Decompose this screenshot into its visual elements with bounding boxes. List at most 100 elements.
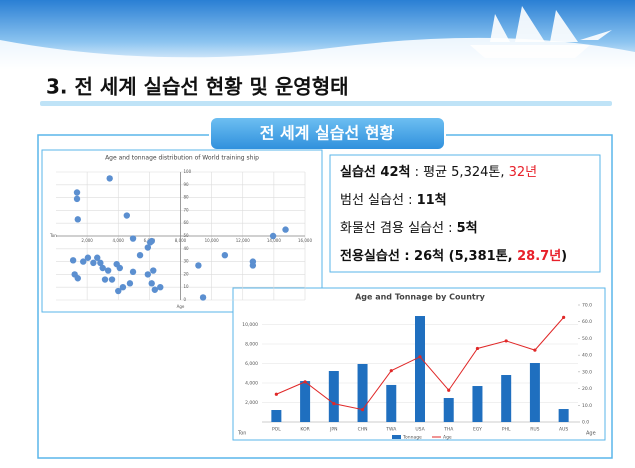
scatter-point bbox=[123, 212, 131, 219]
bar bbox=[386, 384, 397, 422]
x-tick-label: KOR bbox=[300, 427, 309, 433]
y-tick-label: 0 bbox=[184, 297, 187, 302]
scatter-point bbox=[115, 287, 122, 295]
x-tick-label: AUS bbox=[559, 427, 568, 433]
line-marker bbox=[533, 348, 537, 352]
scatter-point bbox=[129, 268, 137, 276]
scatter-point bbox=[101, 276, 109, 283]
scatter-point bbox=[73, 189, 81, 196]
y-tick-label: 10,000 bbox=[242, 322, 258, 328]
line-marker bbox=[389, 369, 393, 373]
header-banner bbox=[0, 0, 635, 70]
scatter-point bbox=[269, 232, 277, 240]
line-marker bbox=[360, 408, 365, 412]
bar bbox=[300, 381, 311, 422]
summary-panel bbox=[329, 154, 601, 273]
scatter-point bbox=[74, 216, 81, 223]
bar bbox=[501, 375, 512, 422]
scatter-point bbox=[116, 264, 124, 272]
line-marker bbox=[303, 380, 307, 384]
line-marker bbox=[332, 402, 336, 406]
summary-segment: 화물선 겸용 실습선 : bbox=[340, 221, 457, 236]
scatter-point bbox=[129, 235, 137, 242]
x-tick-label: 12,000 bbox=[236, 238, 250, 243]
scatter-point bbox=[106, 175, 113, 182]
x-tick-label: USA bbox=[415, 427, 425, 433]
bar bbox=[472, 386, 483, 422]
x-tick-label: 4,000 bbox=[113, 238, 125, 243]
summary-segment: ) bbox=[561, 249, 567, 264]
y-tick-label: 20 bbox=[184, 271, 190, 276]
y-tick-label: 80 bbox=[184, 195, 190, 200]
line-marker bbox=[504, 339, 508, 343]
scatter-point bbox=[199, 294, 207, 301]
y-tick-label: 30 bbox=[184, 259, 190, 264]
summary-segment: 범선 실습선 : bbox=[340, 193, 417, 208]
y2-tick-label: 30.0 bbox=[582, 369, 592, 375]
scatter-point bbox=[84, 254, 92, 261]
summary-line: 범선 실습선 : 11척 bbox=[340, 192, 447, 208]
y-tick-label: 10 bbox=[184, 284, 190, 289]
section-pill bbox=[209, 116, 446, 151]
scatter-point bbox=[148, 280, 155, 287]
ship-icon bbox=[470, 6, 612, 58]
summary-segment: 28.7년 bbox=[517, 249, 561, 264]
legend-swatch bbox=[392, 435, 401, 439]
scatter-point bbox=[94, 254, 101, 261]
scatter-point bbox=[108, 276, 116, 283]
summary-segment: 5척 bbox=[457, 220, 478, 236]
x-tick-label: EGY bbox=[473, 427, 482, 433]
scatter-point bbox=[150, 267, 157, 274]
y2-tick-label: 50.0 bbox=[582, 336, 592, 342]
x-tick-label: CHN bbox=[358, 427, 368, 433]
x-tick-label: 2,000 bbox=[81, 238, 93, 243]
scatter-point bbox=[73, 195, 81, 203]
scatter-point bbox=[157, 284, 164, 291]
chart-title: Age and tonnage distribution of World tr… bbox=[105, 155, 259, 162]
summary-segment: 실습선 42척 bbox=[340, 164, 410, 180]
summary-segment: 32년 bbox=[509, 165, 538, 180]
scatter-point bbox=[221, 252, 229, 259]
scatter-point bbox=[80, 258, 87, 265]
line-marker bbox=[447, 388, 451, 392]
x-tick-label: RUS bbox=[530, 427, 539, 433]
y2-tick-label: 10.0 bbox=[582, 403, 592, 409]
summary-line: 화물선 겸용 실습선 : 5척 bbox=[340, 220, 478, 236]
x-tick-label: THA bbox=[443, 427, 454, 433]
summary-segment: 전용실습선 : 26척 (5,381톤, bbox=[340, 248, 517, 264]
y-tick-label: 8,000 bbox=[245, 342, 258, 348]
scatter-point bbox=[144, 244, 152, 251]
x-tick-label: PHL bbox=[502, 427, 511, 433]
scatter-point bbox=[151, 286, 159, 293]
scatter-point bbox=[282, 226, 289, 233]
scatter-point bbox=[126, 280, 134, 287]
y-axis-label: Ton bbox=[49, 233, 57, 238]
y-tick-label: 40 bbox=[184, 246, 190, 251]
scatter-point bbox=[104, 267, 112, 274]
y-tick-label: 90 bbox=[184, 182, 190, 187]
y2-tick-label: 40.0 bbox=[582, 353, 592, 359]
y-tick-label: 4,000 bbox=[245, 381, 258, 387]
scatter-point bbox=[249, 262, 257, 269]
line-marker bbox=[418, 355, 422, 359]
scatter-panel bbox=[41, 149, 323, 313]
scatter-point bbox=[148, 237, 155, 245]
legend-label: Age bbox=[443, 435, 452, 441]
bar bbox=[443, 398, 454, 422]
y-tick-label: 2,000 bbox=[245, 400, 258, 406]
legend-label: Tonnage bbox=[402, 435, 422, 441]
y-tick-label: 70 bbox=[184, 207, 190, 212]
bar bbox=[415, 316, 425, 422]
line-marker bbox=[562, 315, 566, 319]
section-title: 전 세계 실습선 현황 bbox=[260, 124, 395, 143]
summary-segment: : 평균 5,324톤, bbox=[410, 165, 508, 180]
y2-tick-label: 60.0 bbox=[582, 319, 592, 325]
scatter-point bbox=[90, 259, 97, 267]
scatter-point bbox=[97, 259, 104, 267]
y2-tick-label: 70.0 bbox=[582, 303, 592, 309]
scatter-point bbox=[74, 275, 81, 282]
slide-title: 3. 전 세계 실습선 현황 및 운영형태 bbox=[46, 75, 349, 99]
scatter-point bbox=[195, 262, 202, 269]
x-tick-label: JPN bbox=[329, 427, 337, 433]
chart-title: Age and Tonnage by Country bbox=[355, 293, 486, 302]
